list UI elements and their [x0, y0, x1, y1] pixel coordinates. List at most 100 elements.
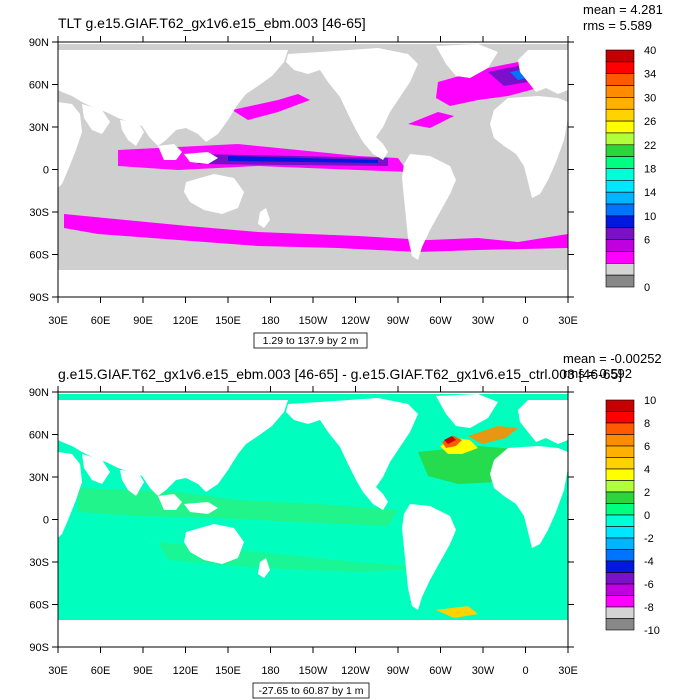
colorbar-box — [605, 560, 635, 573]
colorbar-label: -2 — [644, 533, 654, 545]
colorbar-box — [605, 514, 635, 527]
panel-2-anomaly-east — [468, 426, 518, 444]
colorbar-box — [605, 572, 635, 585]
lon-label: 60W — [429, 315, 452, 327]
lon-label: 30E — [558, 315, 578, 327]
colorbar-label: 6 — [644, 235, 650, 247]
panel-1-ticks: 90N 60N 30N 0 30S 60S 90S 30E 60E 90E 120E 150E 180 1… — [29, 36, 578, 327]
colorbar-box — [605, 274, 635, 288]
lat-label: 60S — [29, 250, 49, 262]
lat-label: 90N — [29, 387, 49, 399]
colorbar-label: 8 — [644, 418, 650, 430]
panel-1-antarctic — [58, 280, 568, 297]
lon-label: 120E — [173, 315, 199, 327]
panel-1-range-frame — [253, 332, 368, 349]
lon-label: 180 — [261, 665, 279, 677]
colorbar-label: 2 — [644, 487, 650, 499]
panel-1-colorbar: 40 34 30 26 22 18 14 10 6 0 — [605, 45, 656, 294]
lon-label: 30E — [48, 315, 68, 327]
colorbar-label: 0 — [644, 510, 650, 522]
colorbar-label: 30 — [644, 92, 656, 104]
colorbar-label: -6 — [644, 579, 654, 591]
lat-label: 60N — [29, 80, 49, 92]
colorbar-box — [605, 156, 635, 169]
lat-label: 60S — [29, 600, 49, 612]
colorbar-box — [605, 120, 635, 134]
panel-1-north-pacific — [232, 94, 310, 120]
colorbar-box — [605, 203, 635, 217]
panel-1-range-note: 1.29 to 137.9 by 2 m — [263, 335, 359, 347]
panel-2-range-frame — [252, 682, 370, 699]
colorbar-box — [605, 491, 635, 504]
colorbar-box — [605, 595, 635, 608]
panel-2-antarctic — [58, 630, 568, 647]
colorbar-box — [605, 434, 635, 447]
colorbar-label: 0 — [644, 282, 650, 294]
colorbar-box — [605, 85, 635, 98]
colorbar-label: 6 — [644, 441, 650, 453]
lat-label: 0 — [43, 515, 49, 527]
panel-2-range-note: -27.65 to 60.87 by 1 m — [258, 685, 363, 697]
lon-label: 120E — [173, 665, 199, 677]
lon-label: 60E — [91, 315, 111, 327]
panel-1-range-box: 1.29 to 137.9 by 2 m — [253, 332, 368, 349]
colorbar-label: 34 — [644, 69, 656, 81]
panel-2: g.e15.GIAF.T62_gx1v6.e15_ebm.003 [46-65]… — [29, 351, 662, 699]
colorbar-box — [605, 132, 635, 146]
panel-1-equatorial-deep — [228, 156, 378, 163]
lon-label: 60W — [429, 665, 452, 677]
colorbar-box — [605, 606, 635, 619]
colorbar-box — [605, 549, 635, 562]
colorbar-box — [605, 108, 635, 122]
lon-label: 0 — [522, 315, 528, 327]
lon-label: 150W — [299, 315, 328, 327]
colorbar-box — [605, 503, 635, 516]
panel-2-range-box: -27.65 to 60.87 by 1 m — [252, 682, 370, 699]
colorbar-box — [605, 251, 635, 264]
lon-label: 30E — [48, 665, 68, 677]
lon-label: 60E — [91, 665, 111, 677]
lat-label: 90N — [29, 37, 49, 49]
colorbar-box — [605, 263, 635, 276]
colorbar-box — [605, 227, 635, 240]
colorbar-box — [605, 468, 635, 481]
lon-label: 90E — [133, 315, 153, 327]
lon-label: 90E — [133, 665, 153, 677]
colorbar-box — [605, 61, 635, 75]
colorbar-box — [605, 526, 635, 539]
panel-2-anomaly-south — [436, 606, 478, 618]
colorbar-box — [605, 445, 635, 458]
colorbar-label: 10 — [644, 211, 656, 223]
lon-label: 150E — [215, 665, 241, 677]
lon-label: 90W — [387, 315, 410, 327]
panel-2-anomaly-red — [444, 436, 456, 444]
lon-label: 30W — [472, 665, 495, 677]
panel-1-title: TLT g.e15.GIAF.T62_gx1v6.e15_ebm.003 [46… — [58, 15, 366, 31]
lat-label: 30S — [29, 207, 49, 219]
colorbar-label: 4 — [644, 464, 650, 476]
panel-2-colorbar: 10 8 6 4 2 0 -2 -4 -6 -8 -10 — [605, 395, 660, 637]
panel-2-green-band — [78, 488, 398, 526]
panel-1-map: 90N 60N 30N 0 30S 60S 90S 30E 60E 90E 120E 150E 180 1… — [29, 36, 578, 327]
lon-label: 150E — [215, 315, 241, 327]
colorbar-label: -10 — [644, 625, 660, 637]
colorbar-label: 10 — [644, 395, 656, 407]
colorbar-box — [605, 180, 635, 193]
lon-label: 30W — [472, 315, 495, 327]
colorbar-box — [605, 411, 635, 424]
lat-label: 30N — [29, 122, 49, 134]
lon-label: 0 — [522, 665, 528, 677]
colorbar-box — [605, 239, 635, 252]
lat-label: 90S — [29, 642, 49, 654]
panel-1-mean: mean = 4.281 — [583, 2, 663, 17]
colorbar-box — [605, 144, 635, 157]
panel-1: TLT g.e15.GIAF.T62_gx1v6.e15_ebm.003 [46… — [29, 2, 663, 349]
lon-label: 30E — [558, 665, 578, 677]
panel-1-gulf-stream — [408, 112, 454, 128]
lon-label: 180 — [261, 315, 279, 327]
lat-label: 30S — [29, 557, 49, 569]
colorbar-box — [605, 399, 635, 412]
colorbar-box — [605, 480, 635, 493]
colorbar-label: -4 — [644, 556, 654, 568]
lat-label: 90S — [29, 292, 49, 304]
